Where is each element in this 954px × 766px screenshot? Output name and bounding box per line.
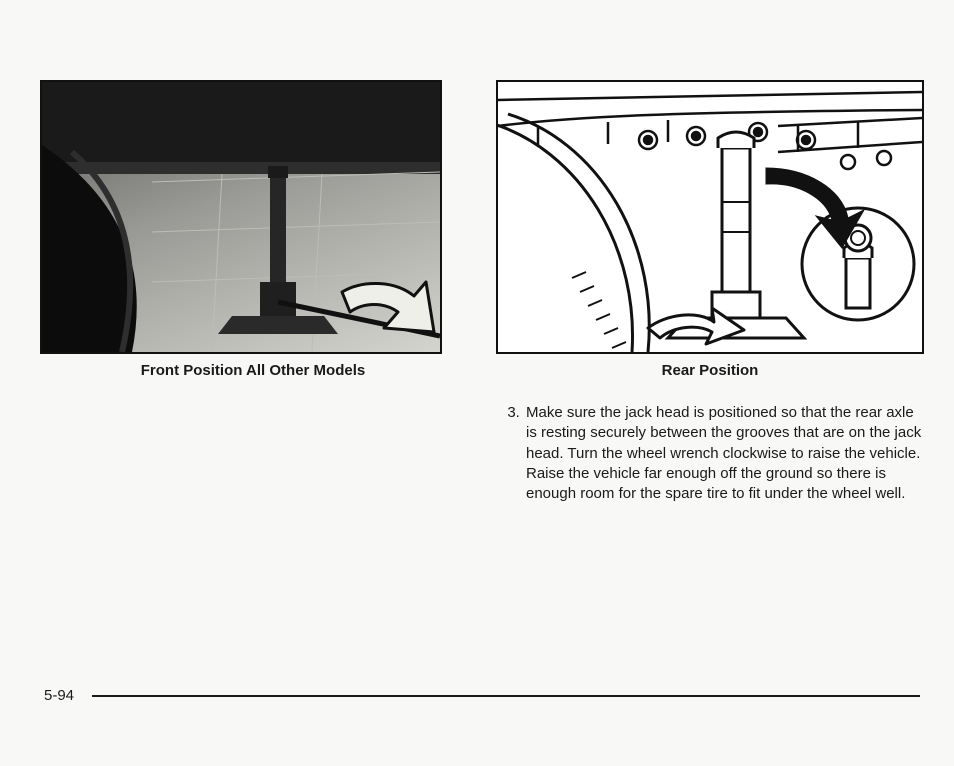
instruction-list: Make sure the jack head is positioned so… bbox=[496, 403, 924, 504]
front-position-illustration bbox=[42, 82, 440, 352]
rear-position-figure bbox=[496, 80, 924, 354]
rear-position-caption: Rear Position bbox=[496, 362, 924, 379]
page-number: 5-94 bbox=[44, 687, 74, 704]
two-column-layout: Front Position All Other Models bbox=[40, 80, 924, 504]
right-column: Rear Position Make sure the jack head is… bbox=[496, 80, 924, 504]
rear-position-illustration bbox=[498, 82, 922, 352]
manual-page: Front Position All Other Models bbox=[0, 0, 954, 766]
instruction-block: Make sure the jack head is positioned so… bbox=[496, 403, 924, 504]
page-footer: 5-94 bbox=[44, 687, 920, 704]
footer-rule bbox=[92, 695, 920, 697]
turn-arrow-icon bbox=[342, 282, 434, 332]
left-column: Front Position All Other Models bbox=[40, 80, 466, 504]
instruction-step-3: Make sure the jack head is positioned so… bbox=[524, 403, 924, 504]
front-position-caption: Front Position All Other Models bbox=[40, 362, 466, 379]
front-position-figure bbox=[40, 80, 442, 354]
detail-callout bbox=[802, 208, 914, 320]
